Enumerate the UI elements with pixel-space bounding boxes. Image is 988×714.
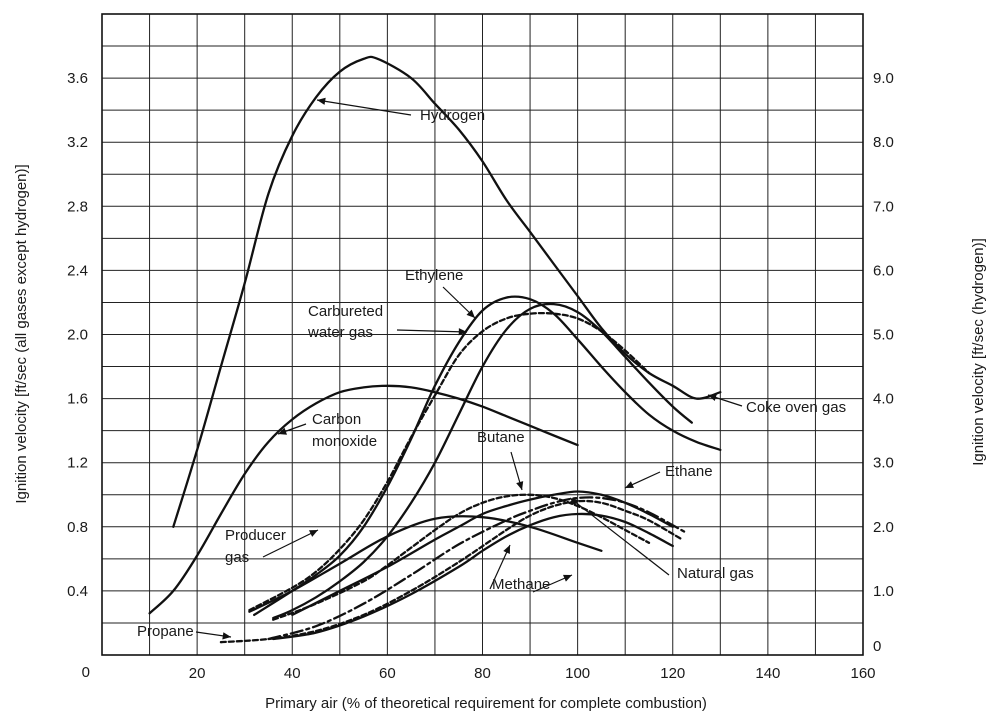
- series-line-natural-gas: [267, 496, 689, 641]
- arrowhead: [563, 574, 572, 582]
- callout-label: water gas: [307, 324, 373, 341]
- left-y-tick-label: 1.2: [67, 455, 88, 472]
- grid-lines: [102, 14, 863, 655]
- right-y-axis-label: Ignition velocity [ft/sec (hydrogen)]: [970, 238, 987, 466]
- series-curves: [148, 55, 722, 644]
- left-y-tick-label: 0.8: [67, 519, 88, 536]
- callout-label: Natural gas: [677, 565, 754, 582]
- leader-line: [396, 329, 468, 333]
- arrowhead: [278, 427, 287, 435]
- callout-label: Propane: [137, 623, 194, 640]
- right-y-tick-label: 8.0: [873, 134, 894, 151]
- x-tick-label: 60: [379, 665, 396, 682]
- left-y-tick-label: 3.2: [67, 134, 88, 151]
- callout-label: monoxide: [312, 433, 377, 450]
- callout-label: Carbureted: [308, 303, 383, 320]
- series-line-hydrogen: [172, 55, 722, 528]
- callout-label: Coke oven gas: [746, 399, 846, 416]
- left-y-tick-label: 2.0: [67, 327, 88, 344]
- left-y-axis-label: Ignition velocity [ft/sec (all gases exc…: [13, 164, 30, 503]
- callout-label: Carbon: [312, 411, 361, 428]
- callout-labels: Hydrogen Ethylene Carbureted water gas Carbo…: [137, 107, 846, 640]
- callout-leaders: [195, 97, 743, 640]
- left-y-tick-label: 3.6: [67, 70, 88, 87]
- left-y-axis-ticks: 0.4 0.8 1.2 1.6 2.0 2.4 2.8 3.2 3.6: [67, 70, 88, 600]
- arrowhead: [570, 498, 579, 506]
- left-y-tick-label: 0.4: [67, 583, 88, 600]
- x-tick-label: 20: [189, 665, 206, 682]
- right-y-tick-label: 6.0: [873, 262, 894, 279]
- x-axis-label: Primary air (% of theoretical requiremen…: [265, 695, 707, 712]
- x-tick-label: 40: [284, 665, 301, 682]
- callout-label: gas: [225, 549, 249, 566]
- arrowhead: [222, 632, 231, 640]
- right-y-tick-label: 5.0: [873, 327, 894, 344]
- arrowhead: [317, 97, 326, 105]
- leader-line: [262, 529, 319, 558]
- series-line-producer-gas: [248, 515, 603, 613]
- series-line-carbureted-water-gas: [248, 311, 651, 612]
- arrowhead: [625, 481, 634, 488]
- x-tick-label: 120: [660, 665, 685, 682]
- series-line-ethylene: [253, 295, 722, 617]
- arrowhead: [503, 545, 510, 554]
- callout-label: Methane: [492, 576, 550, 593]
- arrowhead: [458, 328, 467, 336]
- arrowhead: [466, 309, 475, 318]
- leader-line: [316, 99, 412, 116]
- series-line-carbon-monoxide: [148, 384, 579, 615]
- right-y-tick-label: 1.0: [873, 583, 894, 600]
- y-tick-label-zero: 0: [82, 664, 90, 681]
- right-y-tick-label: 7.0: [873, 198, 894, 215]
- right-y-tick-label: 4.0: [873, 391, 894, 408]
- callout-label: Ethylene: [405, 267, 463, 284]
- right-y-tick-label: 0: [873, 638, 881, 655]
- x-axis-ticks: 0 20 40 60 80 100 120 140 160: [82, 664, 876, 682]
- callout-label: Butane: [477, 429, 525, 446]
- plot-frame: [101, 13, 864, 656]
- arrowhead: [309, 530, 318, 537]
- right-y-tick-label: 2.0: [873, 519, 894, 536]
- leader-line: [569, 497, 670, 576]
- x-tick-label: 100: [565, 665, 590, 682]
- x-tick-label: 160: [850, 665, 875, 682]
- x-tick-label: 140: [755, 665, 780, 682]
- left-y-tick-label: 2.4: [67, 262, 88, 279]
- arrowhead: [708, 394, 717, 401]
- series-line-methane: [272, 512, 674, 641]
- series-line-ethane: [291, 490, 674, 617]
- callout-label: Hydrogen: [420, 107, 485, 124]
- series-line-propane: [219, 499, 684, 644]
- left-y-tick-label: 2.8: [67, 198, 88, 215]
- left-y-tick-label: 1.6: [67, 391, 88, 408]
- callout-label: Ethane: [665, 463, 713, 480]
- arrowhead: [516, 481, 524, 490]
- series-line-coke-oven-gas: [272, 302, 693, 620]
- right-y-tick-label: 9.0: [873, 70, 894, 87]
- callout-label: Producer: [225, 527, 286, 544]
- right-y-axis-ticks: 0 1.0 2.0 3.0 4.0 5.0 6.0 7.0 8.0 9.0: [873, 70, 894, 655]
- right-y-tick-label: 3.0: [873, 455, 894, 472]
- x-tick-label: 80: [474, 665, 491, 682]
